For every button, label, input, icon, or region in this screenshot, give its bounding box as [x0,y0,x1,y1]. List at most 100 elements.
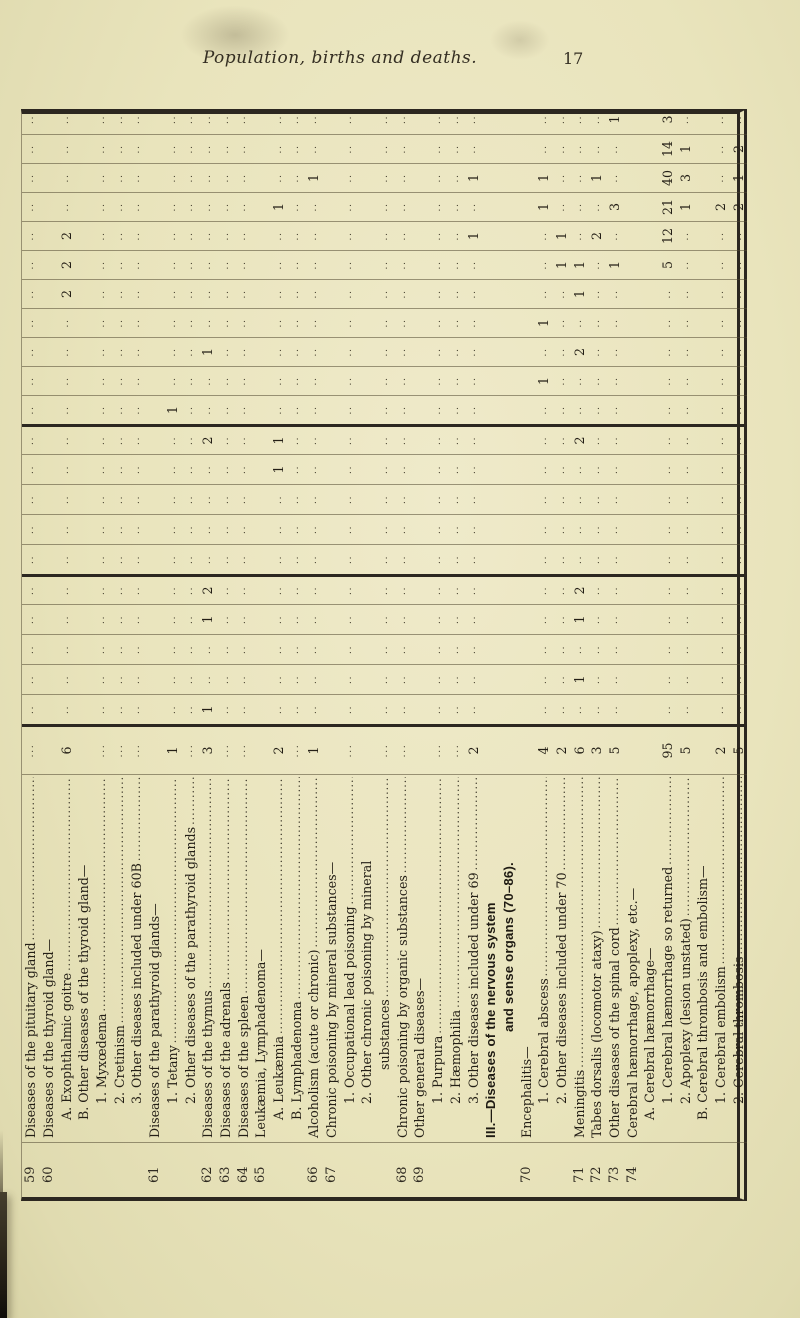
age-cell: .. [131,114,143,125]
page-number: 17 [563,49,584,68]
age-cell [499,163,518,192]
age-cell [322,250,341,279]
age-cell: .. [216,395,235,424]
age-cell: .. [237,114,249,125]
age-cell: .. [676,544,695,574]
age-cell [145,694,164,724]
age-cell [641,574,659,604]
age-cell [39,192,58,221]
age-cell: .. [428,664,447,694]
age-cell: .. [375,337,394,366]
age-cell: .. [269,308,288,337]
disease-label: 1. Cerebral hæmorrhage so returned [658,774,677,1142]
age-cell [39,221,58,250]
age-cell: .. [269,163,288,192]
age-cell: .. [287,192,305,221]
age-cell: .. [658,395,677,424]
age-cell [411,279,429,308]
age-cell [517,484,535,514]
age-cell: .. [128,604,146,634]
age-cell [623,250,642,279]
age-cell: .. [216,250,235,279]
age-cell: .. [305,366,323,395]
dotted-leader [24,777,37,940]
age-cell [411,664,429,694]
age-cell: .. [181,134,199,163]
age-cell [499,366,518,395]
age-cell [358,454,376,484]
age-cell: .. [181,250,199,279]
age-cell: .. [428,634,447,664]
age-cell [517,279,535,308]
age-cell: .. [605,308,624,337]
age-cell: .. [60,114,72,125]
age-cell: .. [534,221,553,250]
age-cell: .. [287,279,305,308]
dotted-leader [307,777,320,948]
age-cell [641,604,659,634]
age-cell [517,544,535,574]
age-cell [251,366,270,395]
age-cell [623,424,642,454]
age-cell: .. [216,163,235,192]
age-cell: .. [340,308,359,337]
age-cell [358,337,376,366]
age-cell [75,484,93,514]
age-cell: .. [234,366,252,395]
age-cell: .. [534,250,553,279]
disease-label: 2. Hæmophilia [446,774,465,1142]
total-cell [145,724,164,774]
age-cell: .. [22,308,40,337]
row-number: 60 [39,1142,58,1197]
disease-label: 3. Other diseases included under 69 [464,774,482,1142]
age-cell [623,514,642,544]
age-cell: .. [92,279,111,308]
age-cell: 40 [658,163,677,192]
age-cell: .. [57,192,76,221]
age-cell: .. [588,514,606,544]
age-cell: .. [22,544,40,574]
row-number [163,1142,182,1197]
age-cell [322,514,341,544]
age-cell: .. [163,604,182,634]
age-cell [39,337,58,366]
age-cell: .. [552,544,571,574]
age-cell: .. [534,424,553,454]
age-cell: .. [711,544,730,574]
dotted-leader [378,777,391,997]
total-cell: 95 [658,724,677,774]
total-cell: ... [22,724,40,774]
age-cell: .. [375,574,394,604]
age-cell [411,634,429,664]
age-cell: .. [22,395,40,424]
age-cell: .. [393,279,412,308]
age-cell: .. [446,366,465,395]
age-cell [623,192,642,221]
age-cell [499,395,518,424]
age-cell: 1 [534,366,553,395]
row-number [446,1142,465,1197]
total-cell: 1 [163,724,182,774]
age-cell: .. [552,366,571,395]
age-cell: .. [588,250,606,279]
age-cell: .. [552,454,571,484]
age-cell: .. [658,454,677,484]
age-cell: .. [163,279,182,308]
age-cell: 1 [534,308,553,337]
age-cell: .. [305,221,323,250]
age-cell [481,250,500,279]
age-cell [623,366,642,395]
age-cell: .. [464,604,482,634]
age-cell: .. [57,366,76,395]
disease-label: 2. Other diseases of the parathyroid gla… [181,774,199,1142]
age-cell: .. [340,604,359,634]
age-cell: .. [305,308,323,337]
age-cell [517,395,535,424]
age-cell: .. [110,604,129,634]
age-cell [694,574,712,604]
age-cell [481,424,500,454]
age-cell: .. [570,134,588,163]
age-cell [358,163,376,192]
age-cell: .. [198,366,217,395]
age-cell: .. [676,250,695,279]
